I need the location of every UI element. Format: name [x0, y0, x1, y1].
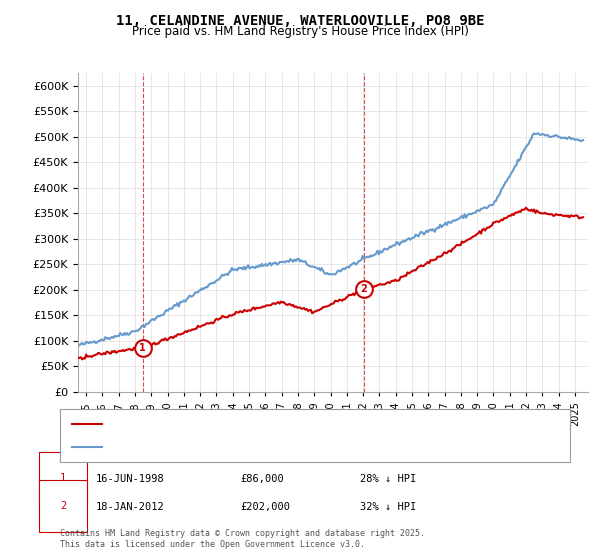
Text: 1: 1	[139, 343, 146, 353]
Text: Price paid vs. HM Land Registry's House Price Index (HPI): Price paid vs. HM Land Registry's House …	[131, 25, 469, 38]
Text: £86,000: £86,000	[240, 474, 284, 484]
Text: £202,000: £202,000	[240, 502, 290, 512]
Text: 16-JUN-1998: 16-JUN-1998	[96, 474, 165, 484]
Text: 28% ↓ HPI: 28% ↓ HPI	[360, 474, 416, 484]
Text: 11, CELANDINE AVENUE, WATERLOOVILLE, PO8 9BE: 11, CELANDINE AVENUE, WATERLOOVILLE, PO8…	[116, 14, 484, 28]
Text: HPI: Average price, detached house, Havant: HPI: Average price, detached house, Hava…	[108, 442, 338, 452]
Text: 18-JAN-2012: 18-JAN-2012	[96, 502, 165, 512]
Text: 2: 2	[60, 501, 66, 511]
Text: 2: 2	[361, 284, 367, 294]
Text: Contains HM Land Registry data © Crown copyright and database right 2025.
This d: Contains HM Land Registry data © Crown c…	[60, 529, 425, 549]
Text: 32% ↓ HPI: 32% ↓ HPI	[360, 502, 416, 512]
Text: 11, CELANDINE AVENUE, WATERLOOVILLE, PO8 9BE (detached house): 11, CELANDINE AVENUE, WATERLOOVILLE, PO8…	[108, 419, 472, 429]
Text: 1: 1	[60, 473, 66, 483]
